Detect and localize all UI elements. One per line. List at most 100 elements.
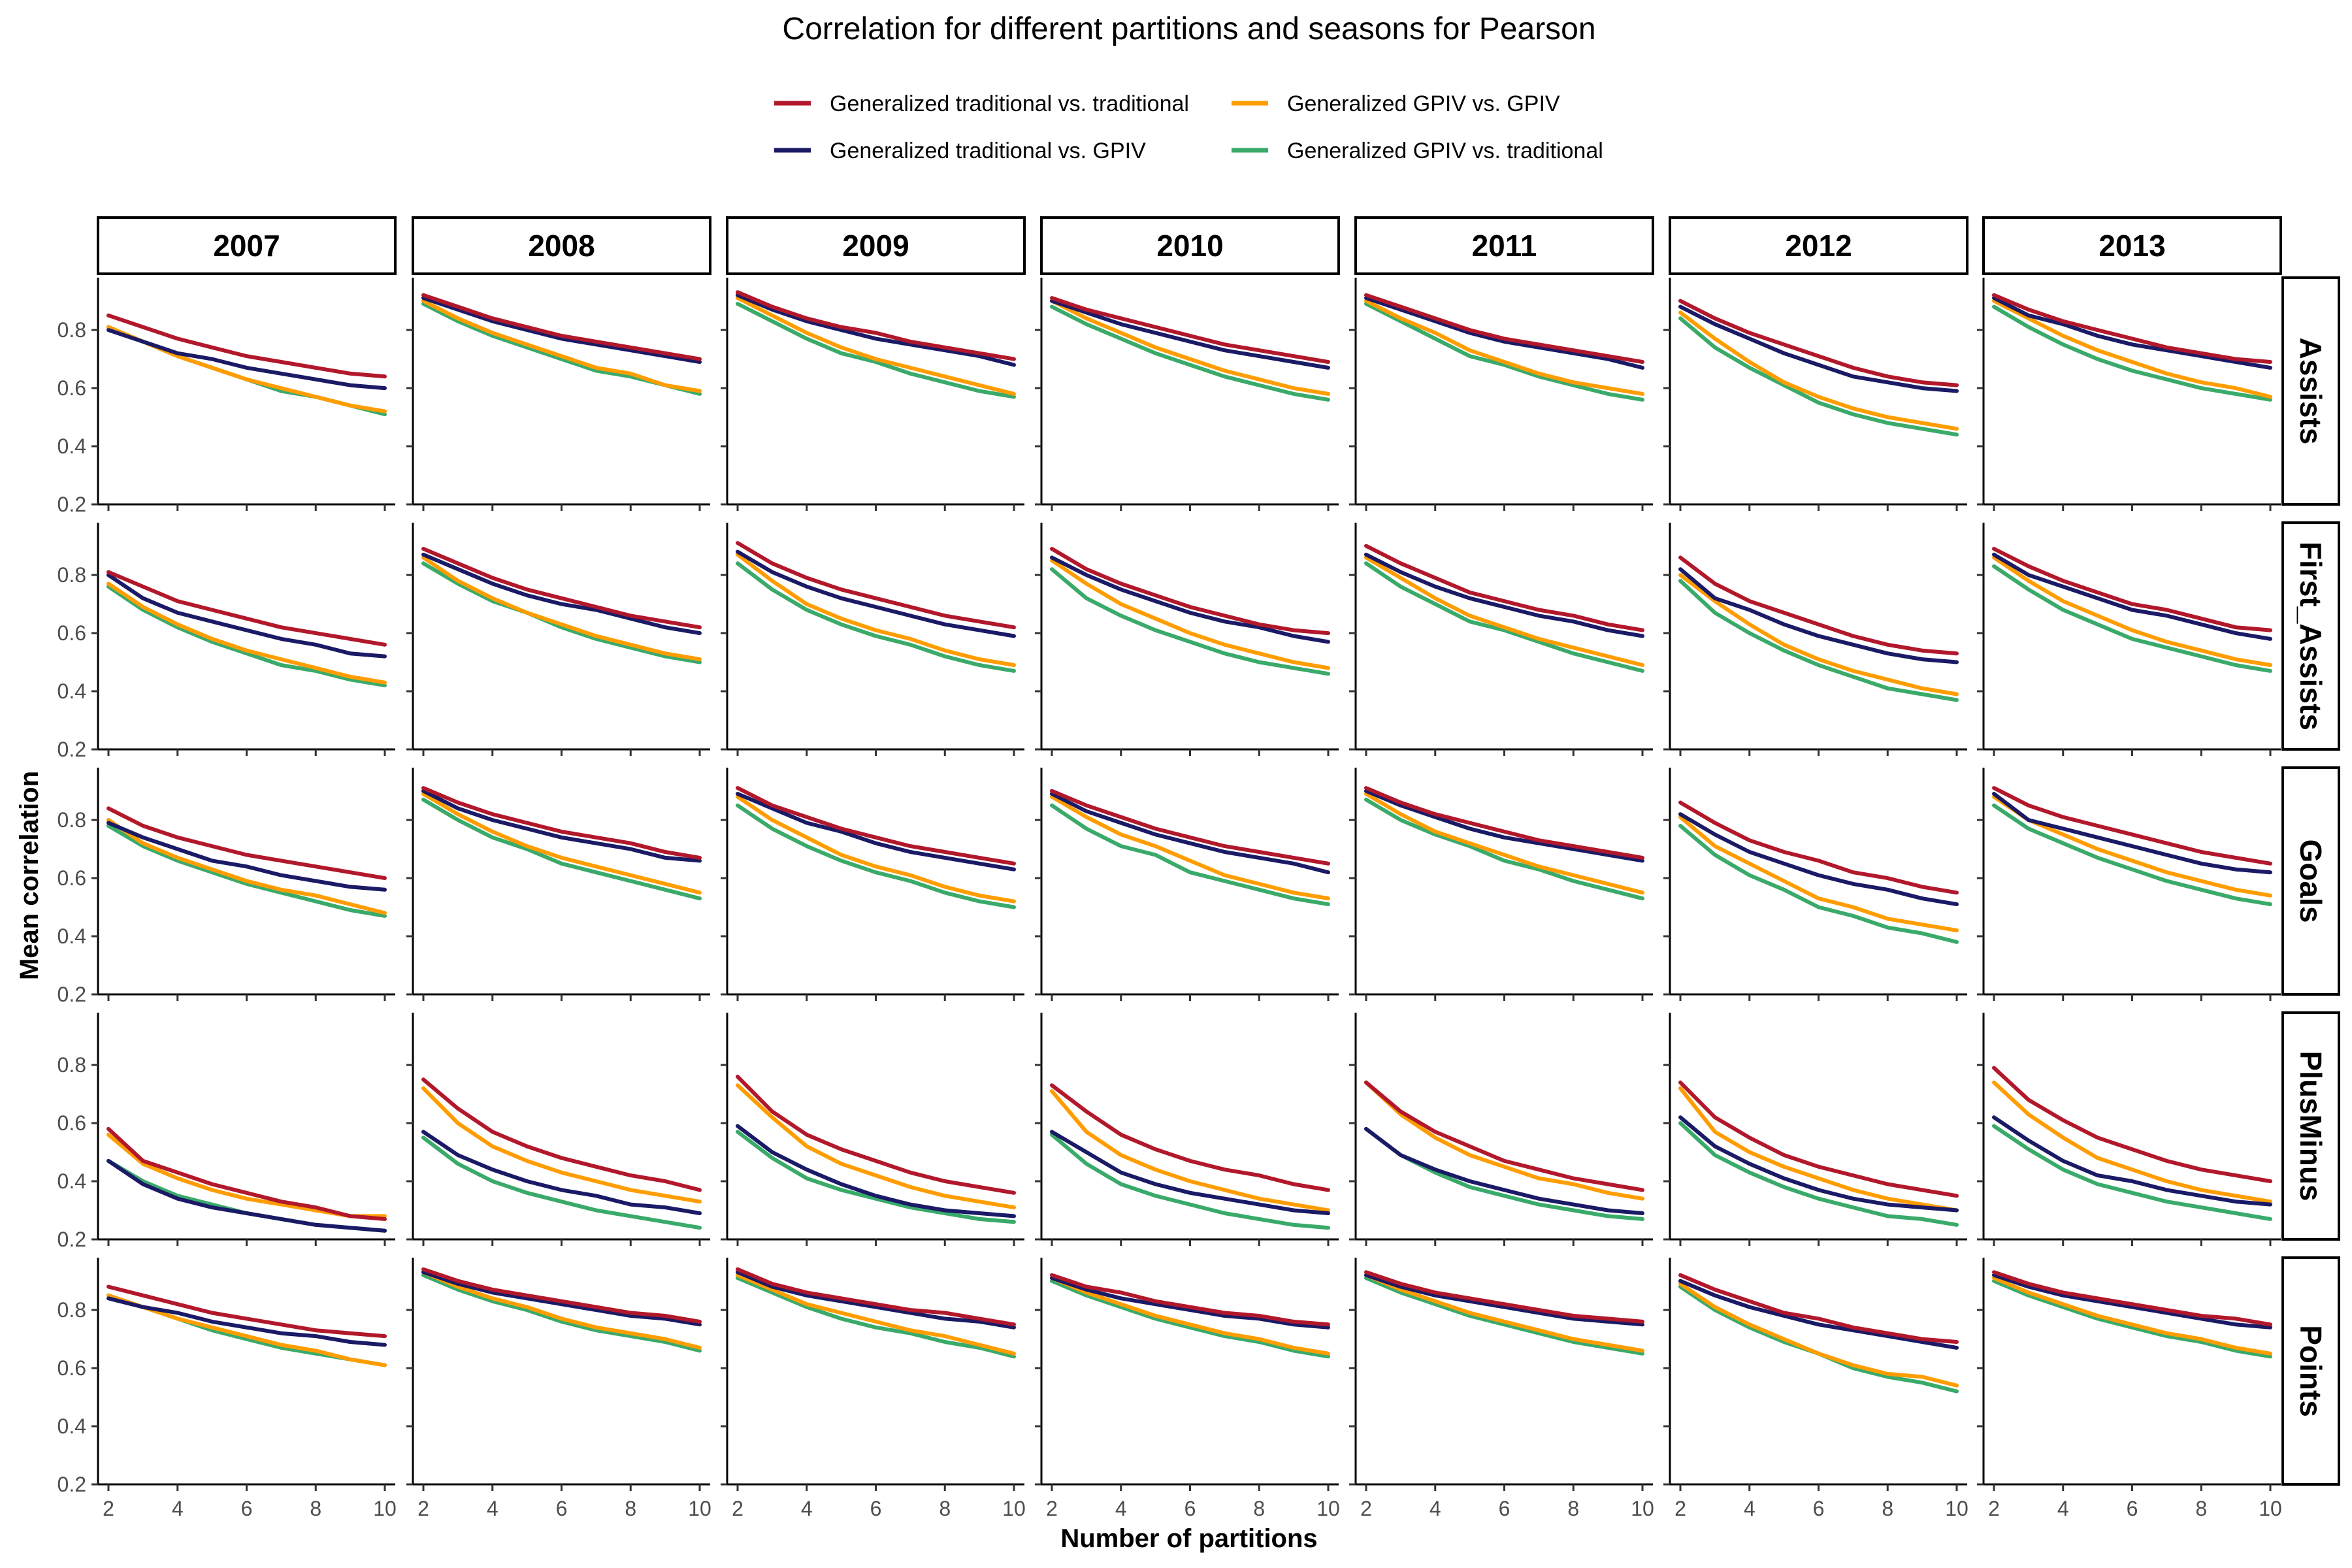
panel-Goals-2008 [406, 768, 710, 1001]
series-line-gtg [1992, 296, 2272, 370]
series-line-gtt [1992, 547, 2272, 632]
series-line-gpg [1364, 792, 1644, 895]
series-line-gpg [1050, 1276, 1330, 1356]
series-line-gtg [736, 293, 1016, 367]
series-line-ggt [1050, 304, 1330, 402]
column-strip-label: 2012 [1785, 229, 1852, 263]
y-tick-label: 0.8 [57, 808, 86, 832]
y-tick-label: 0.4 [57, 924, 86, 948]
series-line-gpg [736, 1273, 1016, 1356]
series-line-gtt [1364, 1270, 1644, 1324]
row-strip-Points: Points [2281, 1256, 2340, 1486]
series-line-gtt [106, 806, 387, 881]
panel-PlusMinus-2013 [1977, 1013, 2281, 1246]
series-line-gpg [106, 818, 387, 915]
series-line-gtt [421, 1267, 702, 1324]
panel-PlusMinus-2010 [1035, 1013, 1339, 1246]
x-tick-label: 2 [732, 1497, 743, 1520]
series-line-gtt [736, 1267, 1016, 1327]
x-tick-label: 6 [1499, 1497, 1511, 1520]
series-line-ggt [421, 1135, 702, 1230]
y-tick-label: 0.2 [57, 493, 86, 516]
y-tick-label: 0.6 [57, 1356, 86, 1380]
row-strip-box [2281, 766, 2340, 996]
series-line-gtt [421, 786, 702, 860]
series-line-gtg [106, 1296, 387, 1347]
series-line-gtt [1678, 555, 1959, 656]
column-strip-label: 2009 [842, 229, 909, 263]
series-line-gtg [1364, 1126, 1644, 1215]
series-line-gtg [421, 789, 702, 863]
series-line-gtt [1992, 1066, 2272, 1183]
series-line-gtt [1050, 296, 1330, 364]
series-line-ggt [1364, 1276, 1644, 1356]
x-tick-label: 6 [1184, 1497, 1196, 1520]
series-line-gtg [1364, 552, 1644, 638]
legend-item-gtt: Generalized traditional vs. traditional [774, 91, 1189, 116]
series-line-gpg [1678, 573, 1959, 696]
x-tick-label: 8 [625, 1497, 636, 1520]
y-tick-label: 0.8 [57, 1053, 86, 1077]
x-tick-label: 8 [1567, 1497, 1579, 1520]
series-line-ggt [1992, 1124, 2272, 1221]
series-line-gpg [421, 1086, 702, 1204]
series-line-gpg [1678, 1086, 1959, 1213]
series-line-gtg [736, 549, 1016, 638]
series-line-ggt [736, 1130, 1016, 1224]
panel-PlusMinus-2012 [1663, 1013, 1967, 1246]
column-strip-box [1354, 216, 1654, 275]
series-line-ggt [421, 561, 702, 664]
y-tick-label: 0.4 [57, 679, 86, 703]
series-line-ggt [1364, 561, 1644, 673]
y-tick-label: 0.2 [57, 1228, 86, 1251]
series-line-gpg [1364, 299, 1644, 396]
column-strip-2007: 2007 [97, 216, 397, 275]
panel-PlusMinus-2009 [721, 1013, 1024, 1246]
x-tick-label: 10 [2259, 1497, 2282, 1520]
series-line-ggt [1050, 803, 1330, 907]
column-strip-2008: 2008 [412, 216, 711, 275]
legend-item-ggt: Generalized GPIV vs. traditional [1232, 139, 1603, 163]
panel-PlusMinus-2011 [1349, 1013, 1653, 1246]
y-tick-label: 0.8 [57, 318, 86, 342]
series-line-gtg [1992, 1273, 2272, 1330]
series-line-gtg [1050, 555, 1330, 644]
series-line-gtg [736, 792, 1016, 872]
x-axis-title: Number of partitions [1060, 1524, 1317, 1553]
series-line-gpg [106, 581, 387, 685]
panel-Assists-2013 [1977, 278, 2281, 511]
x-tick-label: 10 [373, 1497, 397, 1520]
series-line-gpg [736, 1083, 1016, 1210]
y-tick-label: 0.4 [57, 1169, 86, 1193]
series-line-gtt [421, 1077, 702, 1192]
column-strip-2013: 2013 [1982, 216, 2282, 275]
panel-Goals-2007: 0.2 0.4 0.6 0.8 [57, 768, 395, 1006]
series-line-ggt [1050, 1279, 1330, 1359]
x-tick-label: 10 [1316, 1497, 1340, 1520]
x-tick-label: 2 [417, 1497, 429, 1520]
series-line-gtt [1678, 1273, 1959, 1344]
series-line-gtt [1364, 544, 1644, 632]
x-tick-label: 4 [172, 1497, 184, 1520]
series-line-gtt [1678, 299, 1959, 387]
series-line-gtg [1992, 792, 2272, 875]
column-strip-2012: 2012 [1669, 216, 1968, 275]
column-strip-label: 2013 [2099, 229, 2165, 263]
series-line-gpg [421, 555, 702, 662]
series-line-ggt [736, 803, 1016, 909]
series-line-ggt [1992, 564, 2272, 673]
series-line-gtg [106, 1158, 387, 1233]
x-tick-label: 4 [2057, 1497, 2069, 1520]
x-tick-label: 8 [310, 1497, 321, 1520]
legend-label-gtt: Generalized traditional vs. traditional [830, 91, 1189, 116]
series-line-gpg [736, 552, 1016, 667]
series-line-gtg [1678, 304, 1959, 393]
y-tick-label: 0.6 [57, 1111, 86, 1135]
column-strip-box [726, 216, 1026, 275]
series-line-gtg [1364, 1273, 1644, 1327]
series-line-gtt [421, 547, 702, 630]
panel-Assists-2008 [406, 278, 710, 511]
series-line-ggt [736, 302, 1016, 399]
series-line-gtt [1364, 1080, 1644, 1192]
